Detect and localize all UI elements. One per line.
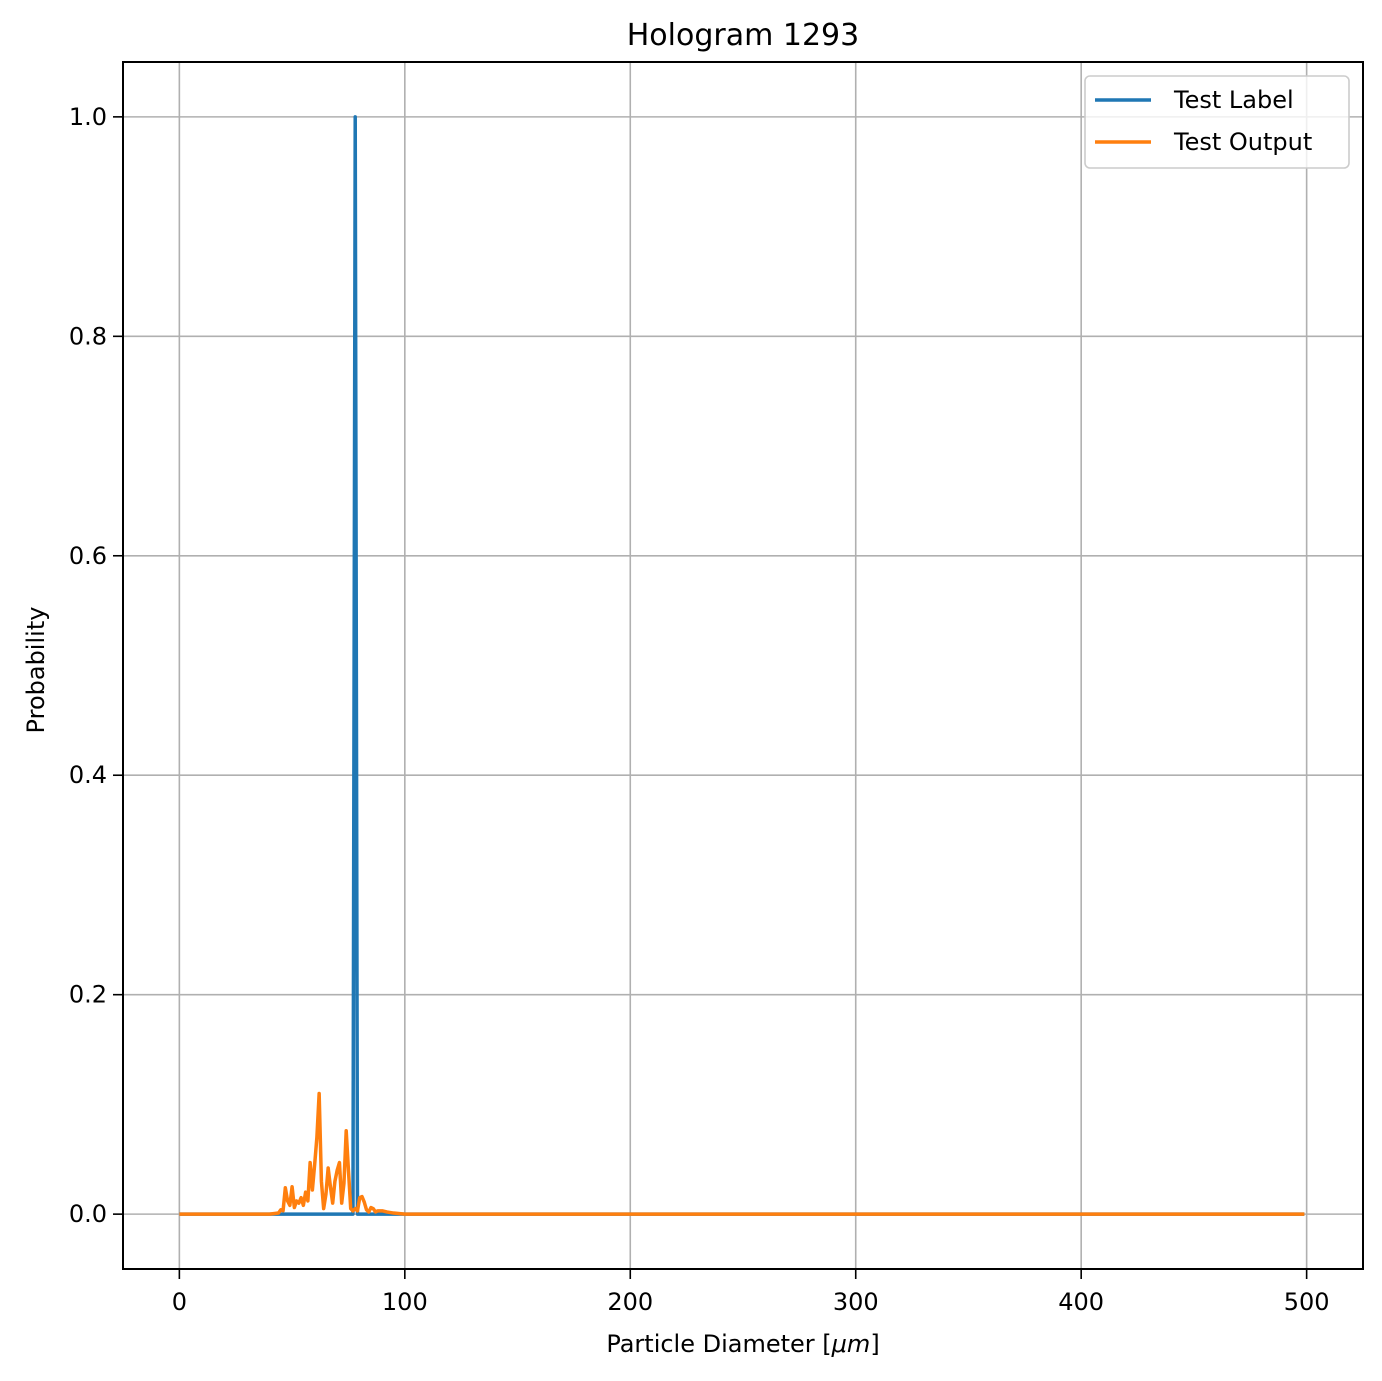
y-tick-label: 0.8 bbox=[69, 322, 107, 350]
legend-label: Test Output bbox=[1173, 128, 1312, 156]
plot-frame bbox=[122, 61, 1364, 1270]
y-tick-label: 1.0 bbox=[69, 103, 107, 131]
y-tick-label: 0.0 bbox=[69, 1200, 107, 1228]
y-tick-label: 0.6 bbox=[69, 542, 107, 570]
y-tick-label: 0.2 bbox=[69, 981, 107, 1009]
x-tick-label: 0 bbox=[172, 1288, 187, 1316]
x-tick-label: 400 bbox=[1058, 1288, 1104, 1316]
legend: Test Label Test Output bbox=[1084, 75, 1350, 169]
y-axis-label: Probability bbox=[22, 607, 50, 734]
x-axis-label-unit: μm bbox=[831, 1330, 871, 1358]
series-layer bbox=[179, 115, 1305, 1216]
y-tick-label: 0.4 bbox=[69, 761, 107, 789]
x-axis-label-text: Particle Diameter [ bbox=[606, 1330, 831, 1358]
chart-title: Hologram 1293 bbox=[627, 18, 859, 53]
x-axis: 0 100 200 300 400 500 bbox=[172, 1269, 1330, 1316]
grid bbox=[123, 62, 1363, 1269]
series-line-1 bbox=[179, 1091, 1305, 1216]
x-tick-label: 100 bbox=[382, 1288, 428, 1316]
x-axis-label-close: ] bbox=[870, 1330, 879, 1358]
x-tick-label: 500 bbox=[1284, 1288, 1330, 1316]
x-tick-label: 300 bbox=[833, 1288, 879, 1316]
x-axis-label: Particle Diameter [μm] bbox=[606, 1330, 879, 1358]
x-tick-label: 200 bbox=[607, 1288, 653, 1316]
legend-label: Test Label bbox=[1173, 86, 1294, 114]
y-axis: 0.0 0.2 0.4 0.6 0.8 1.0 bbox=[69, 103, 123, 1228]
